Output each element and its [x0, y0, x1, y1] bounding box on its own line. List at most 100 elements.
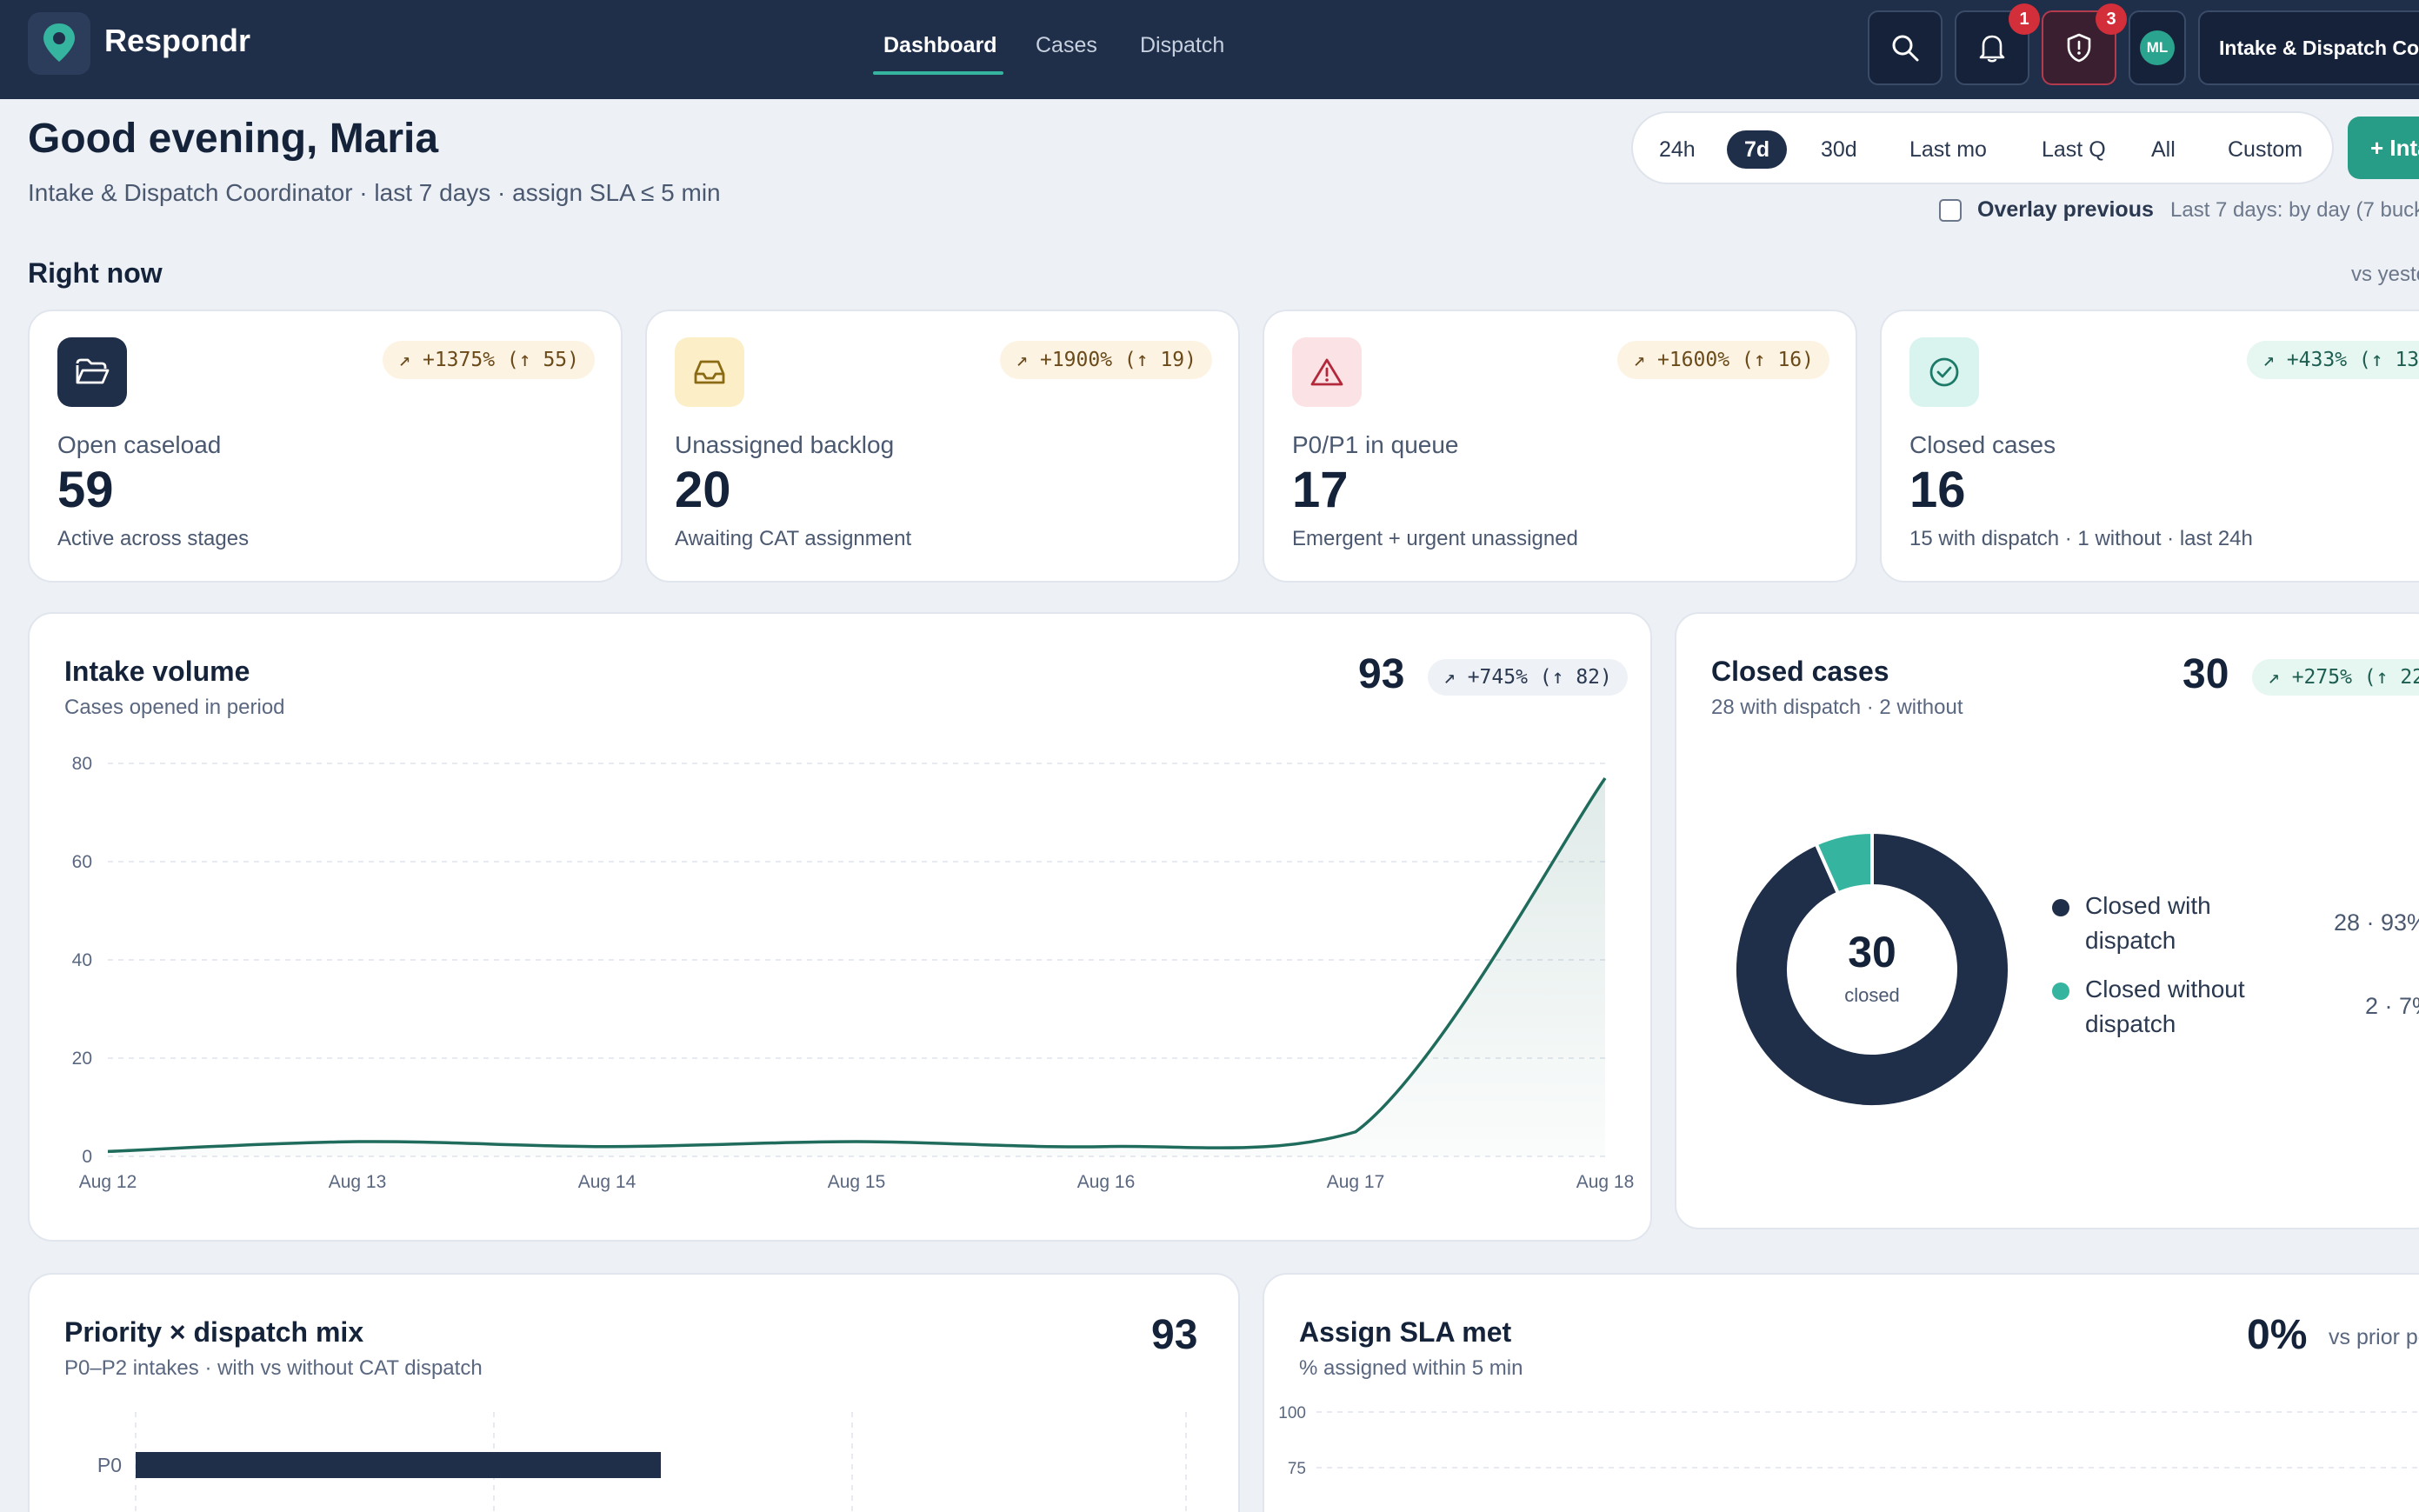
avatar: ML: [2140, 30, 2175, 65]
panel-subtitle: P0–P2 intakes · with vs without CAT disp…: [64, 1356, 483, 1380]
priority-bar: [136, 1452, 661, 1478]
tab-cases[interactable]: Cases: [1036, 33, 1097, 57]
panel-title: Priority × dispatch mix: [64, 1316, 364, 1348]
panel-title: Intake volume: [64, 656, 250, 687]
logo[interactable]: [28, 12, 90, 75]
kpi-label: Closed cases: [1909, 431, 2056, 458]
alerts-badge: 3: [2096, 3, 2127, 35]
kpi-note: Active across stages: [57, 527, 250, 550]
closed-total: 30: [2182, 651, 2229, 697]
priority-row-label: P0: [97, 1454, 122, 1476]
legend-label: Closed with dispatch: [2085, 892, 2211, 954]
new-intake-button[interactable]: + Intake: [2348, 117, 2419, 179]
tab-dashboard[interactable]: Dashboard: [883, 33, 997, 57]
panel-subtitle: 28 with dispatch · 2 without: [1711, 696, 1963, 719]
user-menu-button[interactable]: ML: [2129, 10, 2186, 85]
donut-center-label: closed: [1844, 984, 1900, 1006]
x-tick-label: Aug 14: [578, 1172, 636, 1192]
overlay-previous-checkbox[interactable]: [1939, 199, 1962, 222]
y-tick-label: 40: [72, 950, 92, 970]
compare-label: vs yesterday: [2351, 263, 2419, 286]
period-7d[interactable]: 7d: [1727, 130, 1788, 169]
kpi-label: Unassigned backlog: [675, 431, 895, 458]
closed-cases-donut: 30 closed: [1733, 829, 2011, 1109]
x-tick-label: Aug 17: [1327, 1172, 1385, 1192]
legend-value: 2 · 7%: [2365, 993, 2419, 1019]
kpi-delta: ↗ +1900% (↑ 19): [1000, 341, 1212, 379]
legend-label: Closed without dispatch: [2085, 976, 2245, 1037]
x-tick-label: Aug 18: [1576, 1172, 1635, 1192]
range-description: Last 7 days: by day (7 buckets): [2170, 198, 2419, 222]
period-last-quarter[interactable]: Last Q: [2042, 137, 2106, 162]
donut-slice: [1733, 829, 2011, 1109]
kpi-note: 15 with dispatch · 1 without · last 24h: [1909, 527, 2253, 550]
panel-title: Closed cases: [1711, 656, 1889, 687]
kpi-card-open-caseload[interactable]: ↗ +1375% (↑ 55) Open caseload 59 Active …: [28, 310, 623, 583]
period-last-month[interactable]: Last mo: [1909, 137, 1987, 162]
kpi-value: 59: [57, 462, 114, 518]
closed-cases-panel: Closed cases 28 with dispatch · 2 withou…: [1675, 612, 2419, 1229]
donut-slice: [1814, 829, 1874, 896]
intake-volume-chart: 0 20 40 60 80 Aug 12 Aug 13 Aug 14 Aug 15 Aug 16 A…: [72, 754, 1635, 1192]
search-button[interactable]: [1868, 10, 1943, 85]
intake-line: [107, 776, 1607, 1154]
intake-total: 93: [1358, 651, 1405, 697]
kpi-note: Emergent + urgent unassigned: [1292, 527, 1578, 550]
legend-dot: [2052, 982, 2069, 1000]
y-tick-label: 100: [1278, 1404, 1306, 1422]
period-custom[interactable]: Custom: [2228, 137, 2303, 162]
priority-mix-panel: Priority × dispatch mix P0–P2 intakes · …: [28, 1273, 1240, 1512]
sla-value: 0%: [2247, 1312, 2308, 1358]
bell-icon: [1979, 35, 2005, 63]
folder-open-icon: [57, 337, 127, 407]
section-title-right-now: Right now: [28, 257, 163, 289]
location-pin-icon: [43, 23, 75, 62]
kpi-card-p0-p1-queue[interactable]: ↗ +1600% (↑ 16) P0/P1 in queue 17 Emerge…: [1263, 310, 1857, 583]
period-30d[interactable]: 30d: [1821, 137, 1857, 162]
kpi-delta: ↗ +1375% (↑ 55): [383, 341, 595, 379]
page-subtitle: Intake & Dispatch Coordinator · last 7 d…: [28, 179, 721, 206]
period-24h[interactable]: 24h: [1659, 137, 1696, 162]
period-all[interactable]: All: [2151, 137, 2176, 162]
shield-alert-icon: [2067, 33, 2091, 63]
priority-total: 93: [1151, 1312, 1198, 1358]
x-tick-label: Aug 13: [329, 1172, 387, 1192]
x-tick-label: Aug 16: [1077, 1172, 1136, 1192]
sla-compare: vs prior period: [2329, 1325, 2419, 1349]
alert-triangle-icon: [1292, 337, 1362, 407]
role-switcher[interactable]: Intake & Dispatch Coordinator: [2198, 10, 2419, 85]
y-tick-label: 60: [72, 852, 92, 872]
notifications-button[interactable]: 1: [1955, 3, 2040, 85]
kpi-card-closed-cases[interactable]: ↗ +433% (↑ 13) Closed cases 16 15 with d…: [1880, 310, 2419, 583]
y-tick-label: 80: [72, 754, 92, 774]
closed-delta: ↗ +275% (↑ 22): [2252, 659, 2419, 696]
panel-title: Assign SLA met: [1299, 1316, 1512, 1348]
panel-subtitle: Cases opened in period: [64, 696, 285, 719]
kpi-card-unassigned-backlog[interactable]: ↗ +1900% (↑ 19) Unassigned backlog 20 Aw…: [645, 310, 1240, 583]
x-tick-label: Aug 12: [79, 1172, 137, 1192]
legend-value: 28 · 93%: [2334, 909, 2419, 936]
panel-subtitle: % assigned within 5 min: [1299, 1356, 1523, 1380]
overlay-previous-label[interactable]: Overlay previous: [1977, 197, 2154, 222]
top-nav: Respondr Dashboard Cases Dispatch 1 3 ML…: [0, 0, 2419, 99]
intake-volume-panel: Intake volume Cases opened in period 93 …: [28, 612, 1652, 1242]
sla-chart: 100 75: [1278, 1404, 2419, 1478]
x-tick-label: Aug 15: [828, 1172, 886, 1192]
kpi-value: 17: [1292, 462, 1349, 518]
y-tick-label: 20: [72, 1049, 92, 1069]
legend-dot: [2052, 899, 2069, 916]
kpi-delta: ↗ +1600% (↑ 16): [1617, 341, 1829, 379]
kpi-note: Awaiting CAT assignment: [675, 527, 912, 550]
tab-dispatch[interactable]: Dispatch: [1140, 33, 1225, 57]
intake-area: [108, 777, 1605, 1156]
page-title: Good evening, Maria: [28, 116, 439, 162]
kpi-delta: ↗ +433% (↑ 13): [2247, 341, 2419, 379]
kpi-value: 16: [1909, 462, 1966, 518]
alerts-button[interactable]: 3: [2042, 3, 2127, 85]
inbox-icon: [675, 337, 744, 407]
kpi-label: Open caseload: [57, 431, 222, 458]
assign-sla-panel: Assign SLA met % assigned within 5 min 0…: [1263, 1273, 2419, 1512]
y-tick-label: 0: [82, 1147, 92, 1167]
period-selector: 24h 7d 30d Last mo Last Q All Custom: [1631, 111, 2334, 184]
search-icon: [1892, 35, 1919, 62]
